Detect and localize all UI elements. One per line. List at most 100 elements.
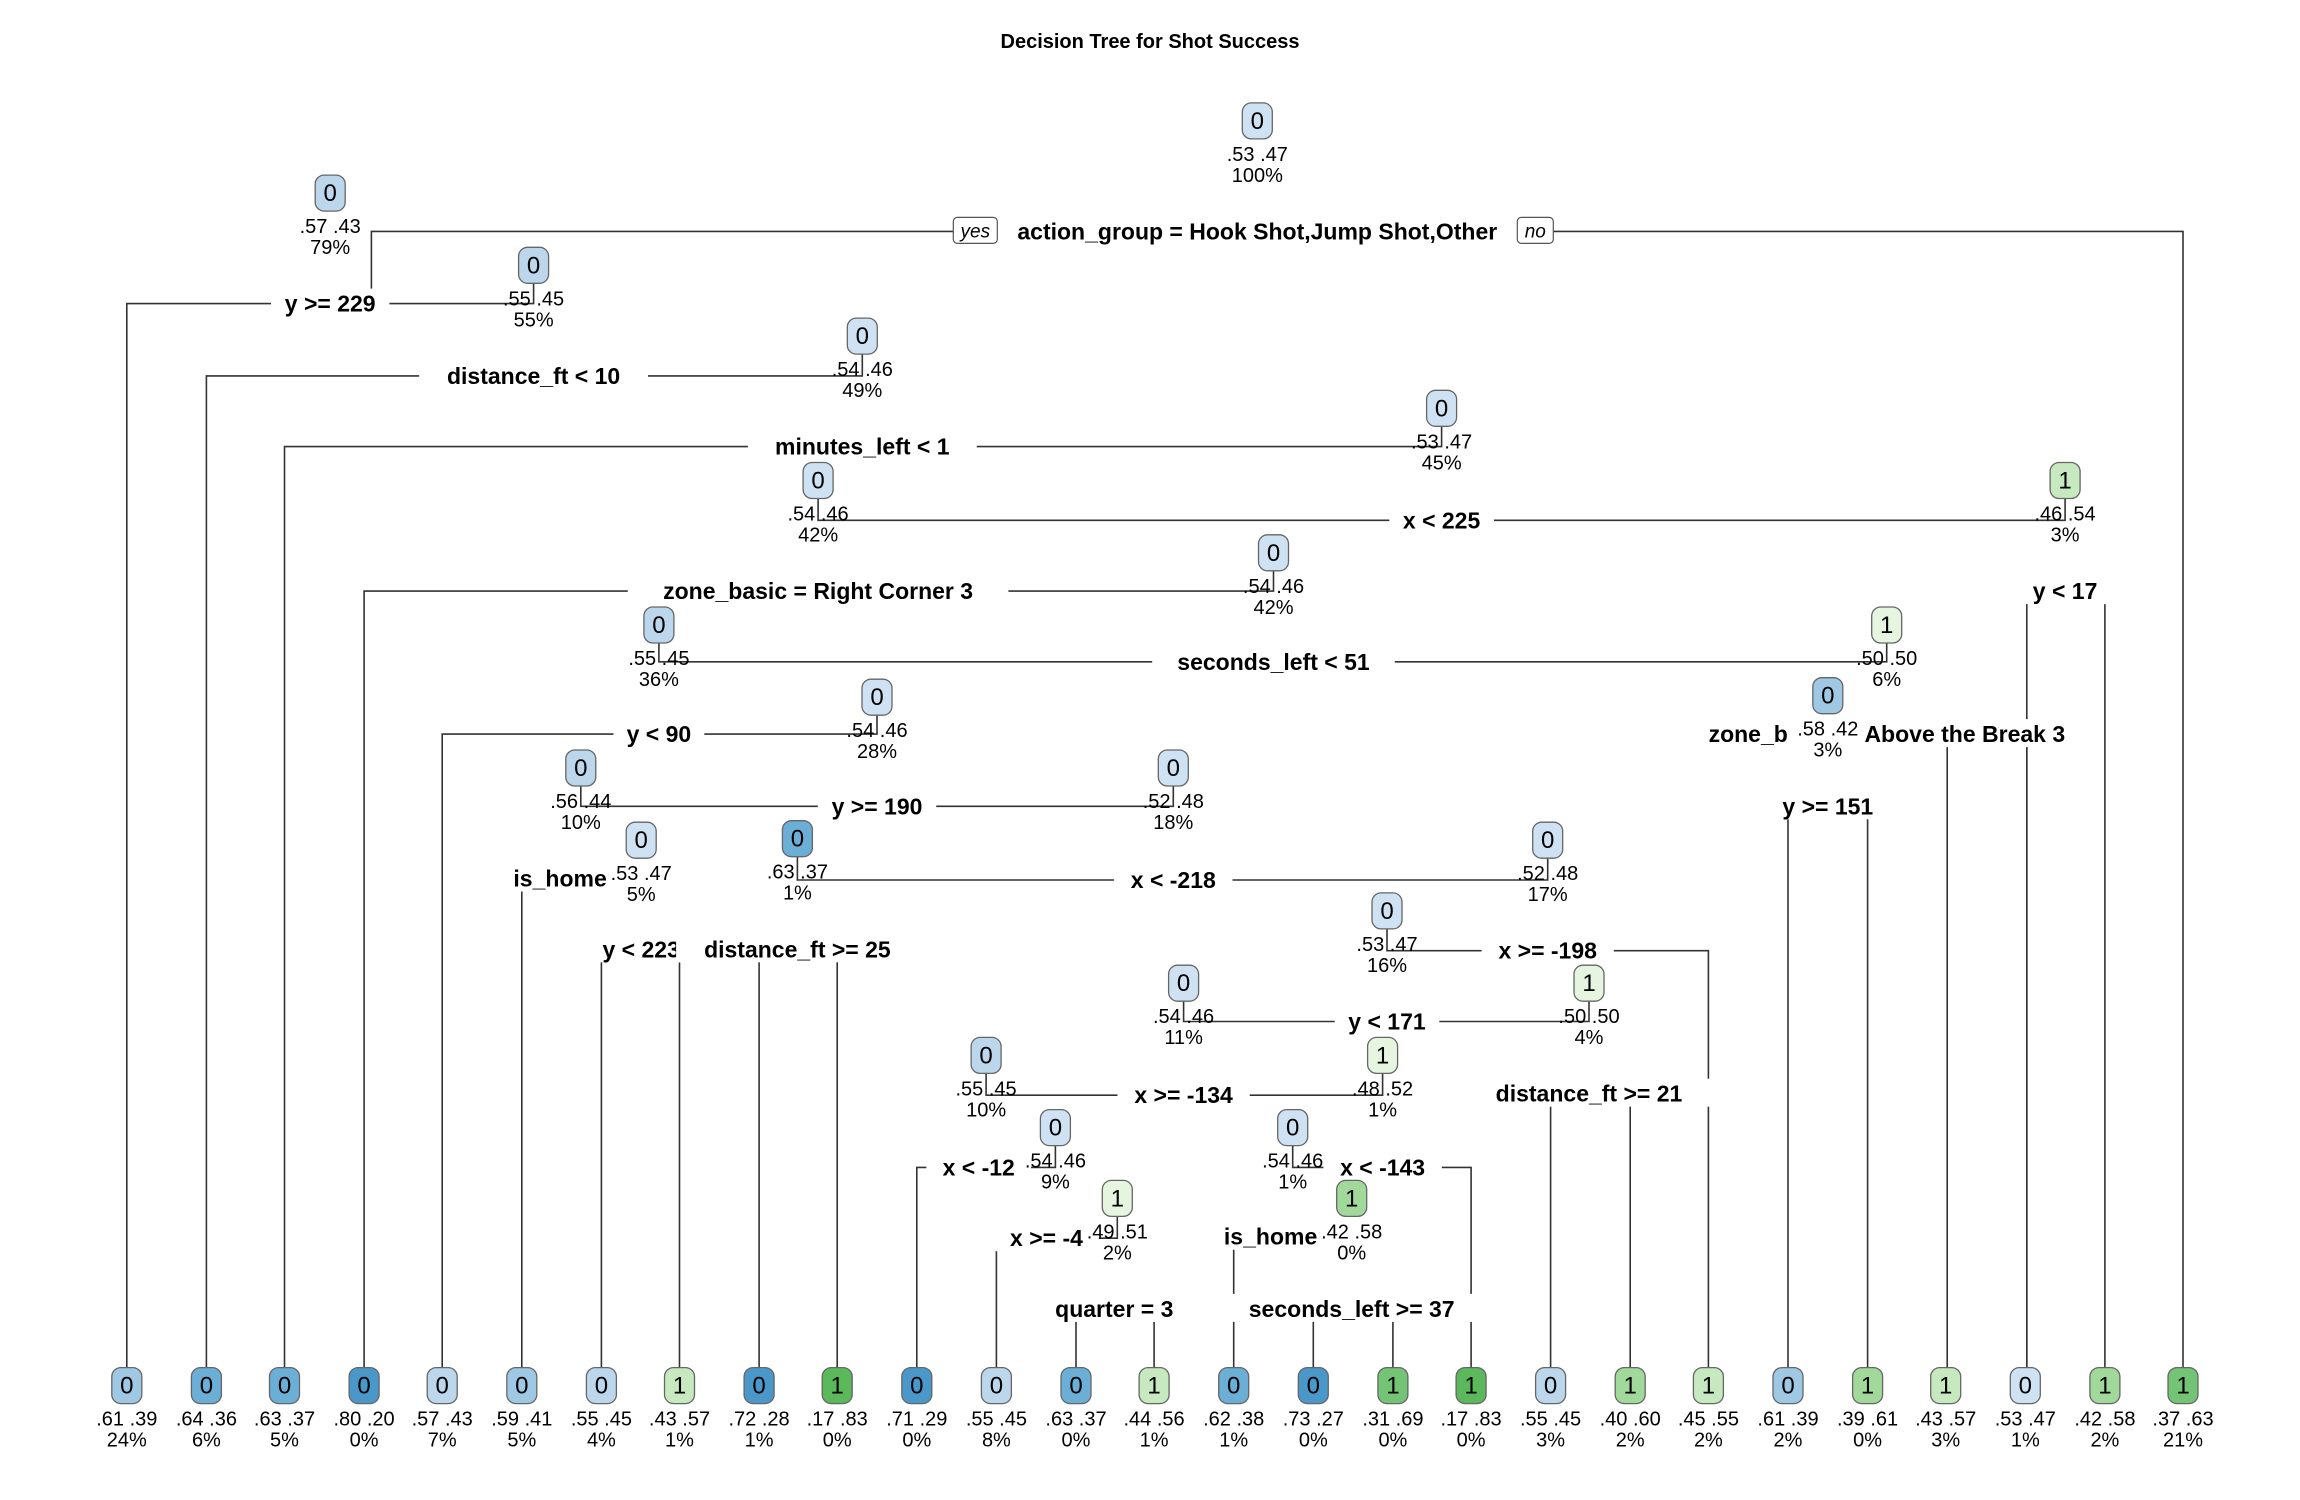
node-percent: 10%	[561, 812, 601, 834]
node-probs: .55 .45	[571, 1409, 632, 1431]
node-probs: .44 .56	[1124, 1409, 1185, 1431]
node-percent: 1%	[1368, 1099, 1397, 1121]
leaf-node: 1 .17 .830%	[807, 1366, 868, 1452]
node-box	[625, 821, 657, 859]
split-label: y >= 229	[285, 291, 376, 317]
node-class: 0	[910, 1373, 923, 1400]
node-box	[743, 1366, 775, 1405]
node-probs: .52 .48	[1517, 863, 1578, 885]
split-label-bg	[1034, 1293, 1195, 1322]
node-class: 0	[436, 1373, 449, 1400]
split-label-bg	[1768, 791, 1887, 820]
node-percent: 3%	[1536, 1430, 1565, 1452]
node-box	[1101, 1179, 1133, 1218]
node-class: 0	[870, 684, 883, 711]
node-probs: .49 .51	[1087, 1221, 1148, 1243]
node-percent: 16%	[1367, 955, 1407, 977]
node-probs: .42 .58	[1321, 1221, 1382, 1243]
node-percent: 2%	[1694, 1430, 1723, 1452]
node-probs: .54 .46	[1025, 1151, 1086, 1173]
split-label-bg	[1334, 1006, 1440, 1035]
node-probs: .53 .47	[1411, 431, 1472, 453]
leaf-node: 0 .63 .370%	[1045, 1366, 1107, 1452]
node-box	[268, 1366, 301, 1405]
node-class: 0	[1380, 898, 1393, 925]
split-label-bg	[1323, 1152, 1442, 1181]
node-percent: 5%	[270, 1430, 299, 1452]
node-percent: 28%	[857, 741, 897, 763]
split-label-bg	[1389, 505, 1494, 534]
node-percent: 36%	[639, 669, 679, 691]
node-box	[1241, 102, 1273, 140]
node-probs: .72 .28	[729, 1409, 790, 1431]
node-probs: .63 .37	[767, 862, 828, 884]
node-probs: .73 .27	[1283, 1409, 1344, 1431]
tree-edge	[1549, 1092, 1631, 1386]
split-label: minutes_left < 1	[775, 434, 950, 460]
split-label: distance_ft >= 25	[704, 936, 891, 962]
node-probs: .61 .39	[1757, 1409, 1818, 1431]
node-box	[348, 1366, 380, 1405]
tree-node: 1 .50 .504%	[1558, 964, 1620, 1049]
node-class: 0	[1167, 755, 1180, 782]
tree-node: 0 .58 .423%	[1797, 677, 1858, 762]
node-class: 1	[1345, 1185, 1358, 1212]
leaf-node: 0 .64 .366%	[176, 1366, 237, 1452]
split-label: y >= 190	[832, 793, 923, 819]
split-label-bg	[1218, 1221, 1323, 1250]
split-label: is_home	[1224, 1224, 1317, 1250]
node-class: 1	[673, 1373, 686, 1400]
node-box	[970, 1036, 1002, 1075]
tree-node: 0 .53 .475%	[611, 821, 672, 906]
node-box	[1573, 964, 1605, 1002]
node-box	[901, 1366, 933, 1405]
node-percent: 2%	[1103, 1242, 1132, 1264]
split-label-bg	[1117, 1080, 1250, 1109]
node-box	[1930, 1366, 1962, 1405]
node-percent: 0%	[902, 1430, 931, 1452]
leaf-node: 0 .71 .290%	[886, 1366, 947, 1452]
node-box	[1371, 892, 1403, 930]
node-probs: .56 .44	[550, 791, 611, 813]
node-percent: 0%	[1062, 1430, 1091, 1452]
node-probs: .55 .45	[503, 288, 564, 310]
node-box	[1812, 677, 1844, 715]
node-probs: .57 .43	[300, 216, 361, 238]
node-percent: 1%	[783, 883, 812, 905]
node-class: 0	[752, 1373, 765, 1400]
split-label-bg	[613, 719, 705, 748]
split-label: y < 171	[1348, 1009, 1426, 1035]
node-box	[2009, 1366, 2041, 1405]
node-percent: 1%	[665, 1430, 694, 1452]
tree-node: 1 .42 .580%	[1321, 1179, 1382, 1264]
node-percent: 0%	[1299, 1430, 1328, 1452]
node-percent: 3%	[2051, 525, 2080, 547]
node-probs: .54 .46	[846, 720, 907, 742]
node-class: 1	[1376, 1042, 1389, 1069]
split-label-bg	[676, 934, 919, 963]
no-label: no	[1525, 221, 1546, 242]
node-box	[565, 749, 597, 787]
node-probs: .46 .54	[2035, 504, 2096, 526]
split-label-bg	[419, 360, 648, 389]
node-probs: .17 .83	[807, 1409, 868, 1431]
node-percent: 0%	[1457, 1430, 1486, 1452]
leaf-node: 1 .45 .552%	[1678, 1366, 1739, 1452]
tree-node: 1 .49 .512%	[1087, 1179, 1148, 1264]
split-label-bg	[1223, 1293, 1480, 1322]
node-class: 0	[635, 827, 648, 854]
split-label-bg	[747, 431, 977, 460]
node-probs: .55 .45	[1520, 1409, 1581, 1431]
node-probs: .63 .37	[254, 1409, 315, 1431]
node-class: 0	[324, 180, 337, 207]
node-class: 0	[791, 826, 804, 853]
node-probs: .54 .46	[1243, 576, 1304, 598]
node-class: 0	[574, 755, 587, 782]
node-class: 0	[200, 1373, 213, 1400]
node-box	[585, 1366, 618, 1405]
